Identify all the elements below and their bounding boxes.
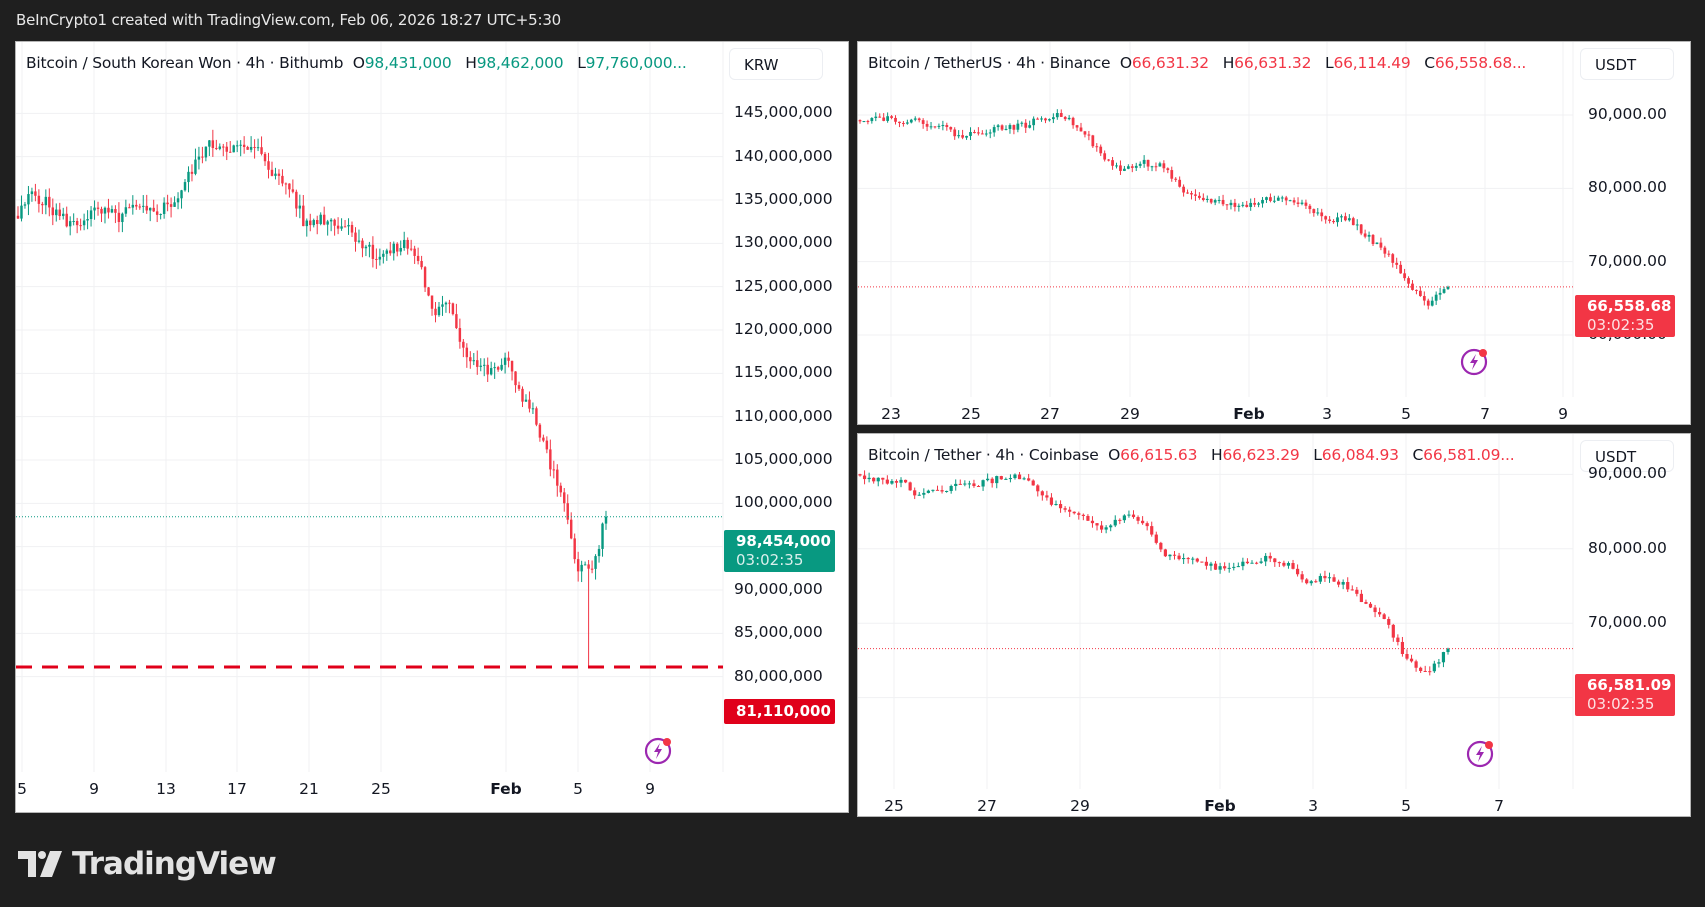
chart-panel-btc-usdt-binance[interactable]: Bitcoin / TetherUS · 4h · Binance O66,63… xyxy=(857,41,1691,425)
candlestick-plot[interactable] xyxy=(858,434,1691,817)
low-value: 66,114.49 xyxy=(1333,54,1411,72)
price-axis-label: 130,000,000 xyxy=(734,233,833,252)
price-axis-label: 70,000.00 xyxy=(1588,251,1667,270)
low-label: L xyxy=(1325,54,1334,72)
open-label: O xyxy=(1108,446,1121,464)
currency-button[interactable]: KRW xyxy=(729,48,823,80)
high-value: 66,631.32 xyxy=(1234,54,1312,72)
last-price-value: 98,454,000 xyxy=(736,532,831,550)
low-label: L xyxy=(1313,446,1322,464)
time-axis-label: 5 xyxy=(573,780,583,798)
tradingview-logo: TradingView xyxy=(18,846,277,882)
open-label: O xyxy=(1119,54,1132,72)
chart-panel-btc-usdt-coinbase[interactable]: Bitcoin / Tether · 4h · Coinbase O66,615… xyxy=(857,433,1691,817)
high-label: H xyxy=(465,54,477,72)
time-axis-label: 29 xyxy=(1120,405,1140,423)
chart-panel-btc-krw[interactable]: Bitcoin / South Korean Won · 4h · Bithum… xyxy=(15,41,849,813)
high-value: 98,462,000 xyxy=(476,54,564,72)
time-axis-label: 21 xyxy=(299,780,319,798)
price-axis-label: 135,000,000 xyxy=(734,190,833,208)
price-axis-label: 80,000,000 xyxy=(734,666,823,685)
price-axis-label: 120,000,000 xyxy=(734,320,833,338)
close-label: C xyxy=(1412,446,1424,464)
time-axis-label: 9 xyxy=(645,780,655,798)
tradingview-logo-icon xyxy=(18,851,62,877)
time-axis-label: 17 xyxy=(227,780,247,798)
high-label: H xyxy=(1210,446,1223,464)
time-axis-label: 5 xyxy=(1401,797,1411,815)
price-axis-label: 110,000,000 xyxy=(734,406,833,425)
price-axis-label: 140,000,000 xyxy=(734,146,833,165)
bar-countdown: 03:02:35 xyxy=(1587,316,1655,334)
time-axis-label: 3 xyxy=(1322,405,1332,423)
price-axis-label: 85,000,000 xyxy=(734,623,823,642)
price-axis-label: 80,000.00 xyxy=(1588,178,1667,197)
last-price-tag: 66,581.09 03:02:35 xyxy=(1575,674,1675,716)
price-axis-label: 125,000,000 xyxy=(734,276,833,295)
currency-button[interactable]: USDT xyxy=(1580,440,1674,472)
price-axis-label: 145,000,000 xyxy=(734,103,833,122)
price-axis-label: 90,000.00 xyxy=(1588,464,1667,483)
time-axis-label: Feb xyxy=(1204,797,1236,815)
price-axis-label: 70,000.00 xyxy=(1588,613,1667,632)
time-axis-label: 5 xyxy=(17,780,27,798)
time-axis-label: 7 xyxy=(1480,405,1490,423)
price-axis-label: 105,000,000 xyxy=(734,450,833,468)
time-axis-label: 3 xyxy=(1308,797,1318,815)
last-price-value: 66,558.68 xyxy=(1587,297,1672,315)
lightning-alert-icon[interactable] xyxy=(1466,738,1496,768)
last-price-tag: 98,454,000 03:02:35 xyxy=(724,530,835,572)
symbol-name: Bitcoin / TetherUS · 4h · Binance xyxy=(868,54,1111,72)
lightning-alert-icon[interactable] xyxy=(644,735,674,765)
time-axis-label: Feb xyxy=(1233,405,1265,423)
symbol-legend: Bitcoin / TetherUS · 4h · Binance O66,63… xyxy=(868,54,1526,72)
high-label: H xyxy=(1222,54,1235,72)
time-axis-label: 23 xyxy=(881,405,901,423)
lightning-alert-icon[interactable] xyxy=(1460,346,1490,376)
last-price-tag: 66,558.68 03:02:35 xyxy=(1575,295,1675,337)
close-label: C xyxy=(1424,54,1435,72)
time-axis-label: 27 xyxy=(977,797,997,815)
close-value: 66,581.09... xyxy=(1423,446,1515,464)
open-value: 66,631.32 xyxy=(1131,54,1209,72)
support-price-tag: 81,110,000 xyxy=(724,699,835,724)
bar-countdown: 03:02:35 xyxy=(1587,695,1655,713)
last-price-value: 66,581.09 xyxy=(1587,676,1672,694)
price-axis-label: 90,000,000 xyxy=(734,580,823,598)
symbol-name: Bitcoin / Tether · 4h · Coinbase xyxy=(868,446,1099,464)
time-axis-label: Feb xyxy=(490,780,522,798)
time-axis-label: 25 xyxy=(371,780,391,798)
price-axis-label: 80,000.00 xyxy=(1588,538,1667,557)
time-axis-label: 9 xyxy=(1558,405,1568,423)
price-axis-label: 90,000.00 xyxy=(1588,105,1667,123)
high-value: 66,623.29 xyxy=(1222,446,1300,464)
time-axis-label: 25 xyxy=(961,405,981,423)
chart-snapshot-header: BeInCrypto1 created with TradingView.com… xyxy=(16,11,562,29)
time-axis-label: 5 xyxy=(1401,405,1411,423)
bar-countdown: 03:02:35 xyxy=(736,551,804,569)
symbol-name: Bitcoin / South Korean Won · 4h · Bithum… xyxy=(26,54,344,72)
open-value: 98,431,000 xyxy=(364,54,452,72)
time-axis-label: 9 xyxy=(89,780,99,798)
support-price-value: 81,110,000 xyxy=(736,702,831,720)
time-axis-label: 13 xyxy=(156,780,176,798)
currency-button[interactable]: USDT xyxy=(1580,48,1674,80)
candlestick-plot[interactable] xyxy=(858,42,1691,425)
open-value: 66,615.63 xyxy=(1120,446,1198,464)
time-axis-label: 25 xyxy=(884,797,904,815)
candlestick-plot[interactable] xyxy=(16,42,849,813)
symbol-legend: Bitcoin / Tether · 4h · Coinbase O66,615… xyxy=(868,446,1515,464)
low-value: 97,760,000... xyxy=(585,54,687,72)
time-axis-label: 7 xyxy=(1494,797,1504,815)
low-value: 66,084.93 xyxy=(1321,446,1399,464)
low-label: L xyxy=(577,54,586,72)
close-value: 66,558.68... xyxy=(1434,54,1527,72)
time-axis-label: 29 xyxy=(1070,797,1090,815)
price-axis-label: 100,000,000 xyxy=(734,493,833,512)
tradingview-wordmark: TradingView xyxy=(72,846,277,882)
symbol-legend: Bitcoin / South Korean Won · 4h · Bithum… xyxy=(26,54,687,72)
time-axis-label: 27 xyxy=(1040,405,1060,423)
price-axis-label: 115,000,000 xyxy=(734,363,833,382)
open-label: O xyxy=(352,54,365,72)
